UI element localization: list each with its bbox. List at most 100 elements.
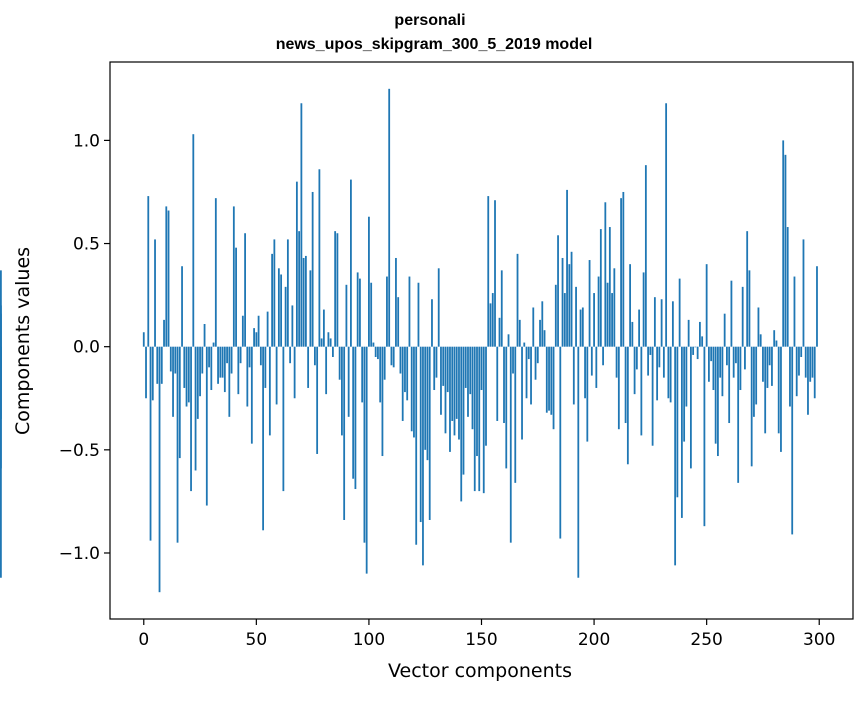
bar-155 (491, 293, 494, 347)
bar-59 (275, 346, 278, 405)
bar-90 (345, 284, 348, 347)
bar-137 (451, 346, 454, 421)
bar-169 (523, 342, 526, 347)
bar-266 (741, 286, 744, 347)
bar-224 (647, 346, 650, 376)
bar-275 (762, 346, 764, 382)
bar-207 (608, 227, 611, 347)
bar-231 (662, 346, 665, 378)
bar-41 (235, 247, 237, 347)
bar-250 (705, 264, 708, 347)
bar-191 (572, 346, 575, 405)
bar-92 (350, 179, 352, 347)
bar-193 (577, 346, 580, 578)
bar-292 (800, 346, 803, 357)
bar-268 (746, 231, 749, 347)
bar-23 (194, 346, 197, 471)
bar-124 (422, 346, 424, 566)
bar-286 (786, 227, 789, 347)
bar-1 (145, 346, 147, 399)
bar-194 (579, 309, 582, 347)
bar-265 (739, 346, 742, 391)
bar-79 (320, 338, 323, 347)
bar-163 (509, 346, 512, 543)
bar-262 (732, 346, 735, 378)
bar-183 (554, 284, 557, 347)
bar-37 (226, 346, 228, 364)
bar-151 (482, 346, 485, 494)
bar-66 (291, 305, 294, 347)
bar-221 (640, 346, 643, 436)
bar-89 (343, 346, 346, 520)
bar-254 (714, 346, 717, 444)
bar-27 (203, 324, 206, 347)
bar-294 (804, 346, 807, 378)
bar-210 (615, 346, 618, 378)
bar-128 (431, 299, 433, 347)
bar-297 (811, 346, 814, 378)
bar-3 (149, 346, 152, 541)
bar-122 (417, 282, 420, 347)
bar-36 (223, 346, 226, 393)
y-axis-ticks: −1.0 −0.5 0.0 0.5 1.0 (59, 131, 110, 564)
bar-232 (665, 103, 668, 347)
bar-144 (467, 346, 469, 417)
bar-259 (726, 346, 728, 366)
bar-218 (633, 346, 636, 395)
bar-113 (397, 297, 400, 347)
bar-15 (176, 346, 179, 543)
bar-166 (516, 253, 519, 347)
bar-98 (363, 346, 366, 543)
bar-234 (669, 346, 672, 403)
bar-277 (766, 346, 769, 388)
bar-8 (160, 346, 163, 384)
bar-205 (604, 202, 607, 347)
bar-206 (606, 282, 609, 347)
bar-256 (719, 346, 722, 378)
bar-235 (671, 301, 674, 347)
bar-45 (244, 233, 246, 347)
bar-14 (174, 346, 177, 374)
bar-64 (286, 239, 289, 347)
bar-5 (154, 239, 156, 347)
bar-95 (356, 272, 359, 347)
bar-108 (386, 276, 388, 347)
bar-93 (352, 346, 355, 479)
bar-10 (165, 206, 168, 347)
bar-190 (570, 251, 573, 347)
bar-12 (169, 346, 172, 372)
bar-174 (534, 346, 537, 380)
bar-202 (597, 276, 600, 347)
bar-271 (753, 346, 755, 417)
bar-274 (759, 334, 762, 347)
bar-49 (253, 328, 255, 347)
bar-269 (748, 270, 751, 347)
bar-107 (383, 346, 386, 380)
bar-136 (449, 346, 451, 452)
bar-147 (473, 346, 476, 492)
bar-61 (280, 274, 283, 347)
bar-48 (250, 346, 253, 444)
bar-260 (728, 346, 731, 424)
bar-109 (388, 88, 391, 347)
bar-219 (635, 346, 638, 370)
bar-13 (172, 346, 174, 417)
bar-2 (147, 196, 150, 347)
y-tick-label: 0.0 (73, 338, 100, 358)
bar-227 (653, 297, 656, 347)
bar-211 (617, 346, 620, 430)
bar-103 (374, 346, 377, 357)
bar-157 (496, 346, 499, 421)
bar-115 (401, 346, 404, 421)
bar-249 (703, 346, 706, 527)
bar-243 (689, 346, 692, 469)
bar-99 (365, 346, 368, 574)
bar-177 (541, 301, 544, 347)
bar-251 (708, 346, 710, 382)
bar-86 (336, 233, 339, 347)
bar-241 (685, 346, 688, 407)
bar-104 (377, 346, 379, 360)
bar-214 (624, 346, 627, 424)
bar-160 (503, 346, 505, 424)
bar-6 (156, 346, 159, 384)
